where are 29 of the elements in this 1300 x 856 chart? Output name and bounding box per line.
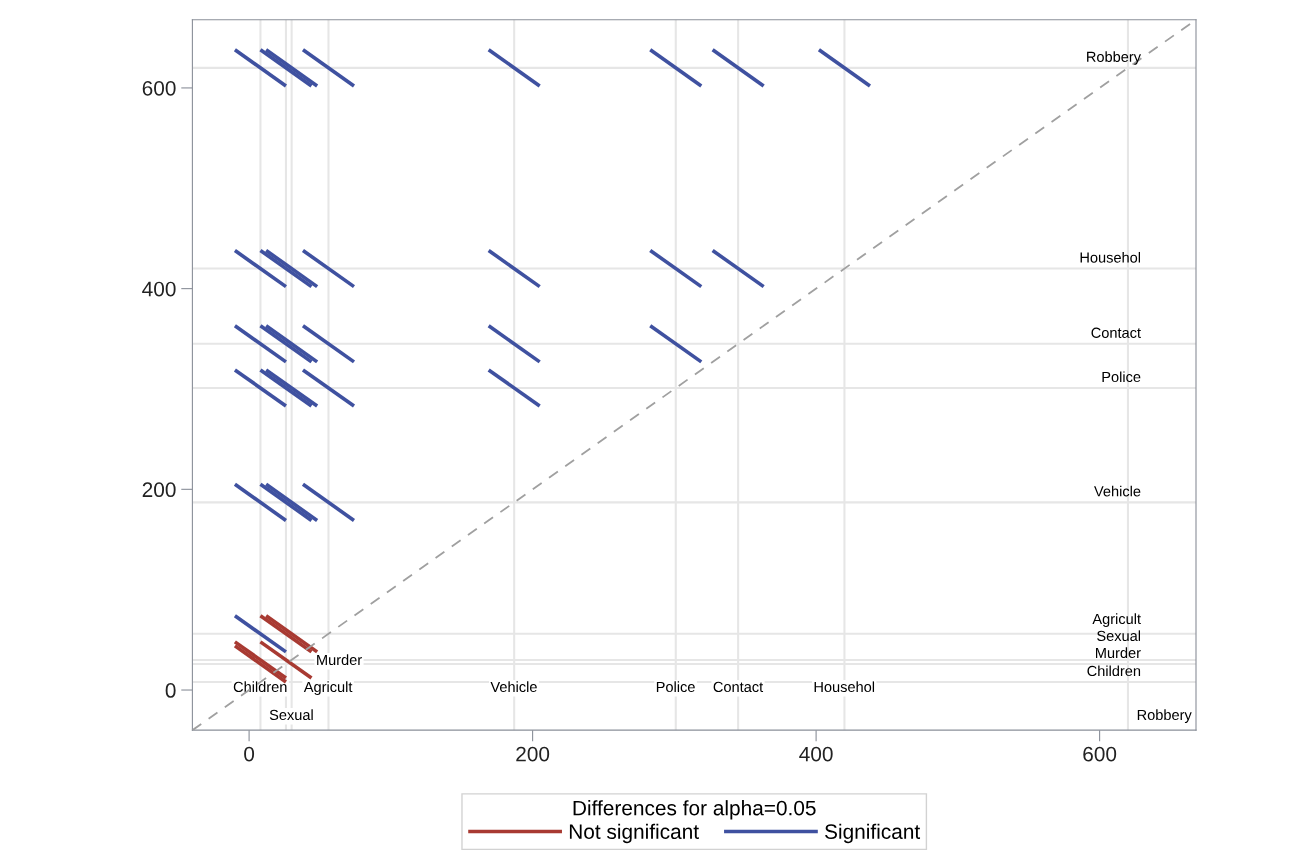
legend-label: Significant bbox=[825, 823, 921, 844]
ref-line-label: Murder bbox=[1096, 647, 1141, 659]
ref-line-label: Children bbox=[233, 681, 287, 693]
x-tick-label: 400 bbox=[799, 746, 833, 762]
x-tick-label: 0 bbox=[244, 746, 255, 762]
x-tick-label: 600 bbox=[1083, 746, 1117, 762]
ref-line-label: Contact bbox=[1091, 327, 1141, 338]
ref-line-label: Sexual bbox=[269, 709, 313, 721]
y-tick-label: 600 bbox=[142, 80, 176, 96]
ref-line-label: Contact bbox=[713, 681, 764, 693]
ref-line-label: Vehicle bbox=[490, 681, 537, 693]
ref-line-label: Police bbox=[1102, 371, 1141, 383]
y-tick-label: 0 bbox=[165, 683, 176, 698]
ref-line-label: Police bbox=[656, 681, 695, 693]
legend-title: Differences for alpha=0.05 bbox=[573, 800, 816, 820]
x-tick-label: 200 bbox=[516, 746, 550, 762]
ref-line-label: Robbery bbox=[1137, 709, 1192, 723]
y-tick-label: 200 bbox=[142, 482, 176, 498]
ref-line-label: Vehicle bbox=[1094, 485, 1141, 497]
ref-line-label: Agricult bbox=[1092, 613, 1141, 627]
legend-label: Not significant bbox=[569, 823, 699, 844]
ref-line-label: Househol bbox=[1080, 251, 1141, 263]
ref-line-label: Sexual bbox=[1097, 630, 1141, 642]
ref-line-label: Househol bbox=[814, 681, 875, 693]
ref-line-label: Robbery bbox=[1087, 51, 1141, 65]
ref-line-label: Agricult bbox=[303, 681, 353, 695]
y-tick-label: 400 bbox=[142, 281, 176, 297]
ref-line-label: Children bbox=[1087, 665, 1141, 677]
ref-line-label: Murder bbox=[317, 654, 362, 666]
